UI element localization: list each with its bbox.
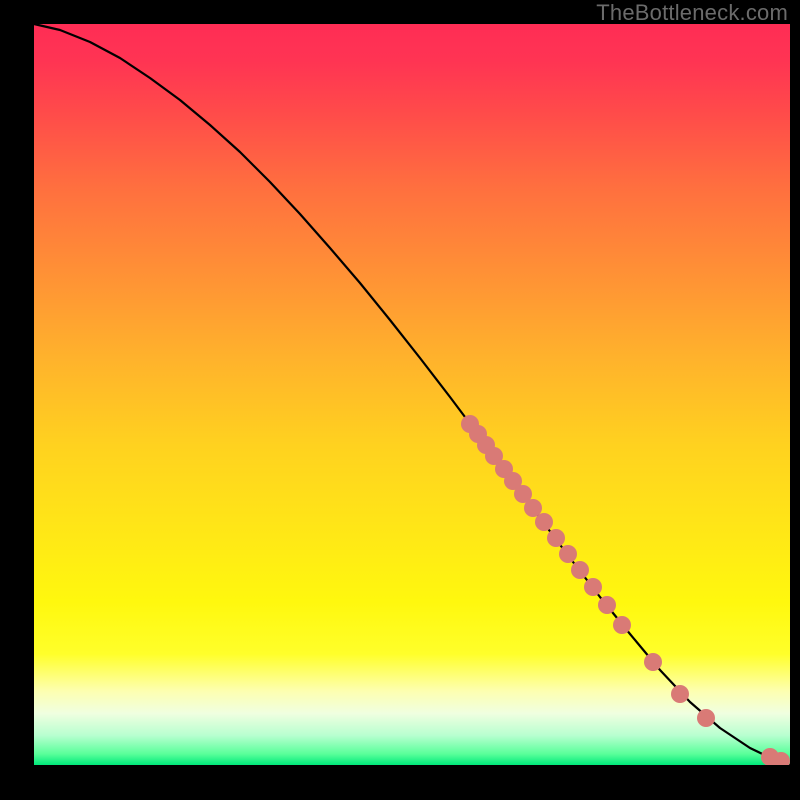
marker-dot: [461, 415, 479, 433]
marker-dot: [535, 513, 553, 531]
marker-dot: [613, 616, 631, 634]
border-bottom: [0, 765, 800, 800]
marker-dot: [644, 653, 662, 671]
marker-dot: [671, 685, 689, 703]
marker-dot: [598, 596, 616, 614]
marker-dot: [559, 545, 577, 563]
chart-stage: TheBottleneck.com: [0, 0, 800, 800]
gradient-background: [34, 24, 790, 765]
marker-dot: [697, 709, 715, 727]
marker-dot: [571, 561, 589, 579]
marker-dot: [485, 447, 503, 465]
marker-dot: [514, 485, 532, 503]
watermark-text: TheBottleneck.com: [596, 0, 788, 26]
marker-dot: [524, 499, 542, 517]
marker-dot: [761, 748, 779, 766]
markers-group: [461, 415, 790, 770]
marker-dot: [504, 472, 522, 490]
border-left: [0, 0, 34, 800]
plot-area-svg: [0, 0, 800, 800]
marker-dot: [495, 460, 513, 478]
marker-dot: [584, 578, 602, 596]
curve-line: [34, 24, 790, 765]
marker-dot: [469, 425, 487, 443]
marker-dot: [547, 529, 565, 547]
border-right: [790, 0, 800, 800]
marker-dot: [477, 436, 495, 454]
